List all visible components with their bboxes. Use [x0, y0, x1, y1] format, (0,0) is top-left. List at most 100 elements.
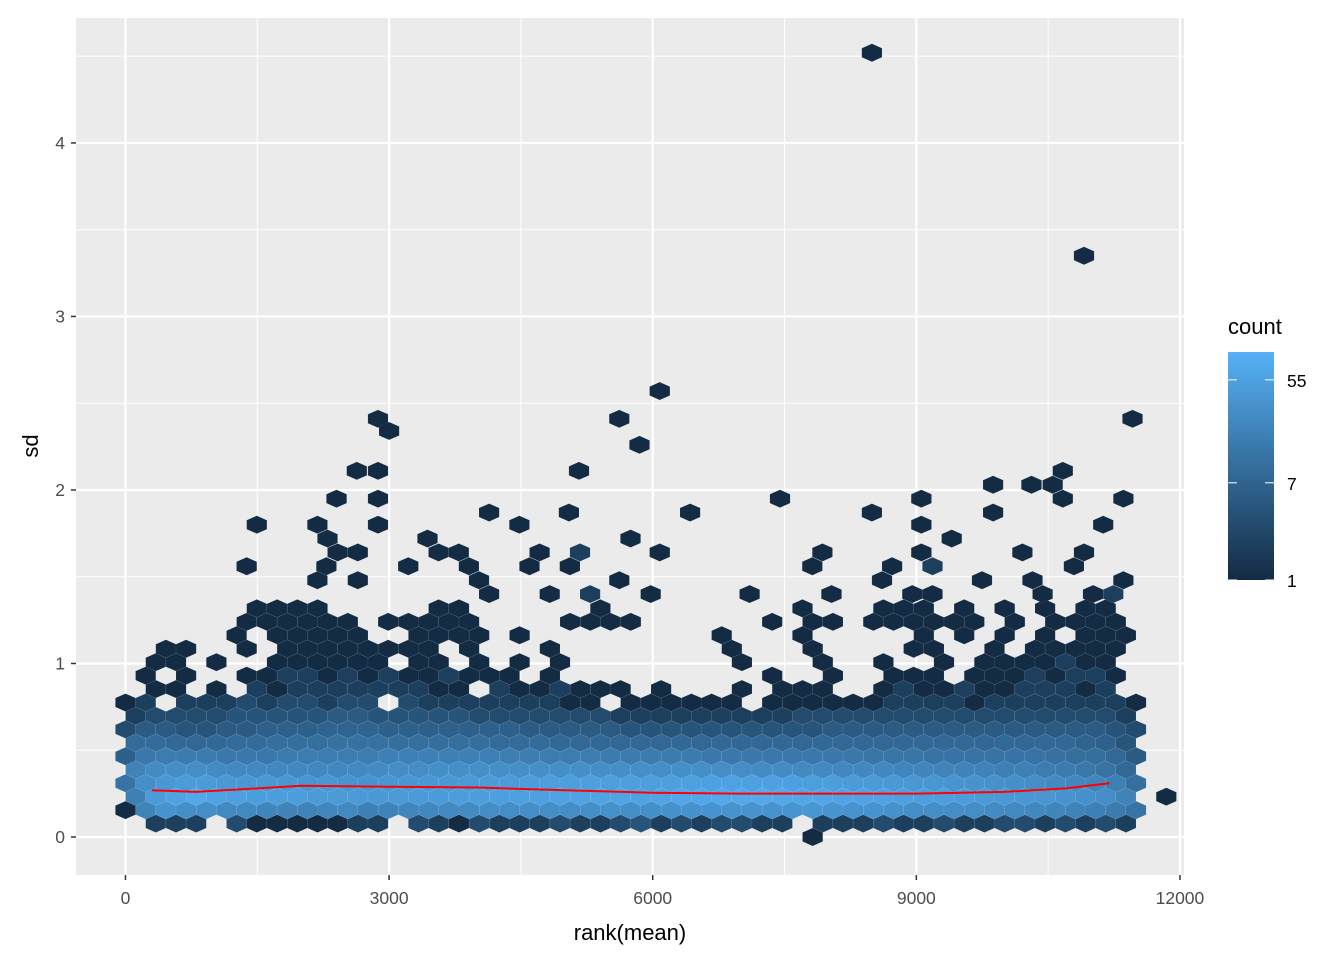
hex-bin [922, 557, 943, 576]
hex-bin [206, 679, 227, 699]
hex-bin [448, 599, 470, 618]
hex-bin [769, 489, 791, 508]
hex-bin [367, 489, 389, 508]
hex-bin [629, 435, 650, 455]
hex-bin [346, 461, 368, 481]
hex-bin [873, 652, 894, 672]
hex-bin [478, 584, 500, 604]
hex-bin [922, 584, 943, 604]
legend-title: count [1228, 314, 1282, 339]
hex-bin [620, 612, 642, 632]
x-tick-label: 6000 [633, 888, 672, 908]
hex-bin [1021, 475, 1042, 494]
hex-bin [1012, 543, 1033, 562]
hex-bin [246, 515, 268, 534]
hex-bin [458, 557, 480, 576]
hex-bin [347, 543, 369, 562]
hex-bin [1063, 557, 1085, 576]
hex-bin [1122, 409, 1143, 429]
hex-bin [649, 543, 671, 562]
y-tick-label: 1 [55, 653, 65, 673]
hex-bin [1032, 584, 1053, 604]
hex-bin [620, 529, 641, 548]
hex-bin [397, 557, 419, 576]
hex-bin [608, 409, 630, 429]
hex-bin [307, 515, 328, 534]
hex-bin [822, 612, 844, 632]
hex-bin [1052, 461, 1074, 481]
hex-bin [529, 543, 550, 562]
hex-bin [448, 543, 470, 562]
hex-bin [640, 584, 662, 604]
trend-line [151, 782, 1110, 795]
hex-bin [953, 599, 975, 618]
hex-bin [792, 599, 813, 618]
hex-bin [1052, 489, 1074, 508]
hex-bin [579, 584, 601, 604]
hex-bin [206, 652, 227, 672]
hex-bins [115, 43, 1177, 847]
y-tick-label: 3 [55, 306, 65, 326]
hex-bin [367, 515, 389, 534]
hex-bin [307, 570, 328, 590]
hex-bin [468, 570, 490, 590]
hex-bin [337, 612, 359, 632]
hex-bin [608, 570, 630, 590]
hex-bin [861, 503, 883, 522]
hex-bin [1125, 693, 1147, 712]
hex-bin [1022, 570, 1043, 590]
hex-bin [650, 679, 672, 699]
x-tick-label: 12000 [1156, 888, 1205, 908]
hex-bin [519, 557, 540, 576]
hex-bin [509, 652, 530, 672]
hex-bin [910, 543, 932, 562]
hex-bin [367, 461, 389, 481]
hex-bin [941, 529, 963, 548]
hex-bin [1155, 787, 1177, 806]
x-axis-title: rank(mean) [574, 920, 686, 945]
hex-bin [821, 584, 842, 604]
legend-tick-label: 7 [1287, 474, 1297, 494]
hex-bin [971, 570, 993, 590]
legend-tick-label: 55 [1287, 371, 1306, 391]
hex-bin [1113, 489, 1134, 508]
y-tick-label: 4 [55, 133, 65, 153]
hex-bin [761, 666, 783, 685]
hex-bin [539, 584, 561, 604]
hex-bin [649, 381, 671, 401]
hex-bin [326, 489, 347, 508]
x-tick-label: 0 [121, 888, 131, 908]
y-tick-label: 0 [55, 827, 65, 847]
legend-colorbar [1228, 352, 1274, 580]
hex-bin [679, 503, 701, 522]
legend-tick-label: 1 [1287, 571, 1297, 591]
hex-bin [558, 503, 580, 522]
hex-bin [1113, 570, 1134, 590]
hex-bin [910, 489, 932, 508]
hex-bin [1034, 599, 1056, 618]
hex-bin [1102, 584, 1124, 604]
x-tick-label: 9000 [897, 888, 936, 908]
hex-bin [1073, 246, 1095, 265]
hex-bin [861, 43, 883, 62]
hex-bin [801, 557, 823, 576]
axes: 0 3000 6000 9000 12000 0 1 2 3 4 [55, 133, 1204, 908]
hex-bin [378, 421, 400, 441]
hex-bin [761, 612, 783, 632]
hex-bin [711, 626, 733, 645]
hex-bin [994, 599, 1016, 618]
hex-bin [731, 679, 753, 699]
y-tick-label: 2 [55, 480, 65, 500]
hex-bin [1092, 515, 1114, 534]
hex-bin [559, 557, 581, 576]
hex-bin [1095, 599, 1117, 618]
hex-bin [910, 515, 932, 534]
hex-bin [509, 626, 530, 645]
hex-bin [982, 503, 1004, 522]
hex-bin [590, 599, 611, 618]
hex-bin [871, 570, 893, 590]
legend: count 1 7 55 [1228, 314, 1306, 591]
hex-bin [982, 475, 1004, 494]
hex-bin [539, 639, 561, 658]
hex-bin [347, 570, 369, 590]
